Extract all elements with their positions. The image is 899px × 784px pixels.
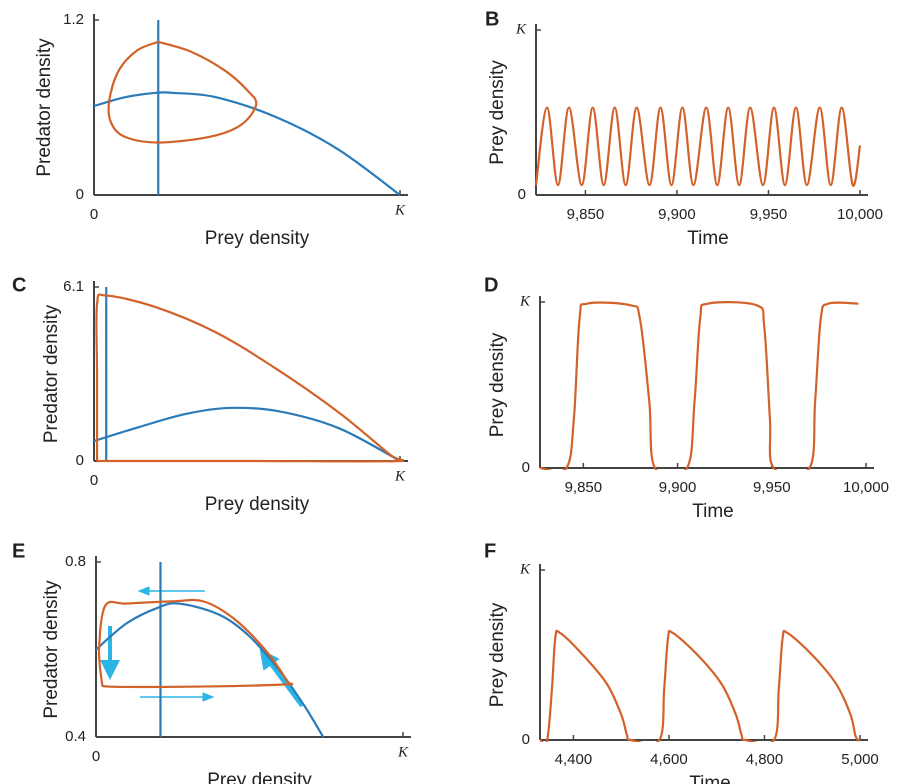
panel-label: E [12,540,25,562]
x-tick-label: 10,000 [837,206,883,223]
x-axis-label: Prey density [207,770,312,784]
panel: 0 K 0.4 0.8 Prey density Predator density E [12,540,411,784]
x-axis-label: Time [687,228,729,249]
x-axis-label: Prey density [205,494,310,515]
flow-arrows [100,586,304,708]
y-axis-label: Predator density [41,304,62,443]
y-tick-label: 0 [522,459,530,476]
y-tick-label: 1.2 [63,11,84,28]
y-tick-label: K [519,293,531,309]
series-line [95,602,325,738]
y-axis-label: Prey density [487,602,508,707]
series-line [539,629,861,742]
series-line [107,40,258,144]
y-tick-label: 0 [522,731,530,748]
x-tick-label: 9,900 [658,206,696,223]
panel-label: B [485,8,499,30]
series-line [93,406,401,462]
series-line [93,91,401,196]
y-tick-label: 0 [76,452,84,469]
panel: 0 K 0 1.2 Prey density Predator density [34,11,408,249]
y-tick-label: 0 [76,186,84,203]
series-line [97,598,294,689]
arrow [259,648,304,708]
x-axis-label: Time [692,501,734,522]
x-tick-label: 9,850 [565,479,603,496]
y-tick-label: 0.4 [65,728,86,745]
x-tick-label: 5,000 [841,751,879,768]
x-tick-label: 9,850 [567,206,605,223]
panel: 0 K 0 6.1 Prey density Predator density C [12,274,408,515]
series-line [539,301,859,470]
panel: 9,850 9,900 9,950 10,000 0 K Time Prey density D [484,274,889,522]
y-tick-label: K [515,21,527,37]
x-tick-label: 0 [90,206,98,223]
panel-label: C [12,274,26,296]
x-tick-label: 0 [92,748,100,765]
x-tick-label: 4,400 [555,751,593,768]
x-tick-label: K [397,744,409,760]
y-tick-label: 0 [518,186,526,203]
y-axis-label: Predator density [41,580,62,719]
x-tick-label: 9,950 [750,206,788,223]
x-axis-label: Time [689,773,731,784]
y-tick-label: 0.8 [65,553,86,570]
panel: 9,850 9,900 9,950 10,000 0 K Time Prey density B [485,8,883,249]
panel-label: F [484,540,496,562]
y-axis-label: Prey density [487,332,508,437]
x-tick-label: 10,000 [843,479,889,496]
series-line [534,106,862,187]
x-tick-label: K [394,202,406,218]
panel: 4,400 4,600 4,800 5,000 0 K Time Prey density F [484,540,879,784]
x-tick-label: 9,900 [659,479,697,496]
y-tick-label: 6.1 [63,278,84,295]
x-tick-label: 9,950 [753,479,791,496]
series-line [95,293,404,463]
x-axis-label: Prey density [205,228,310,249]
x-tick-label: 0 [90,472,98,489]
y-tick-label: K [519,561,531,577]
panel-label: D [484,274,498,296]
y-axis-label: Predator density [34,38,55,177]
x-tick-label: K [394,468,406,484]
y-axis-label: Prey density [487,60,508,165]
x-tick-label: 4,800 [746,751,784,768]
x-tick-label: 4,600 [650,751,688,768]
